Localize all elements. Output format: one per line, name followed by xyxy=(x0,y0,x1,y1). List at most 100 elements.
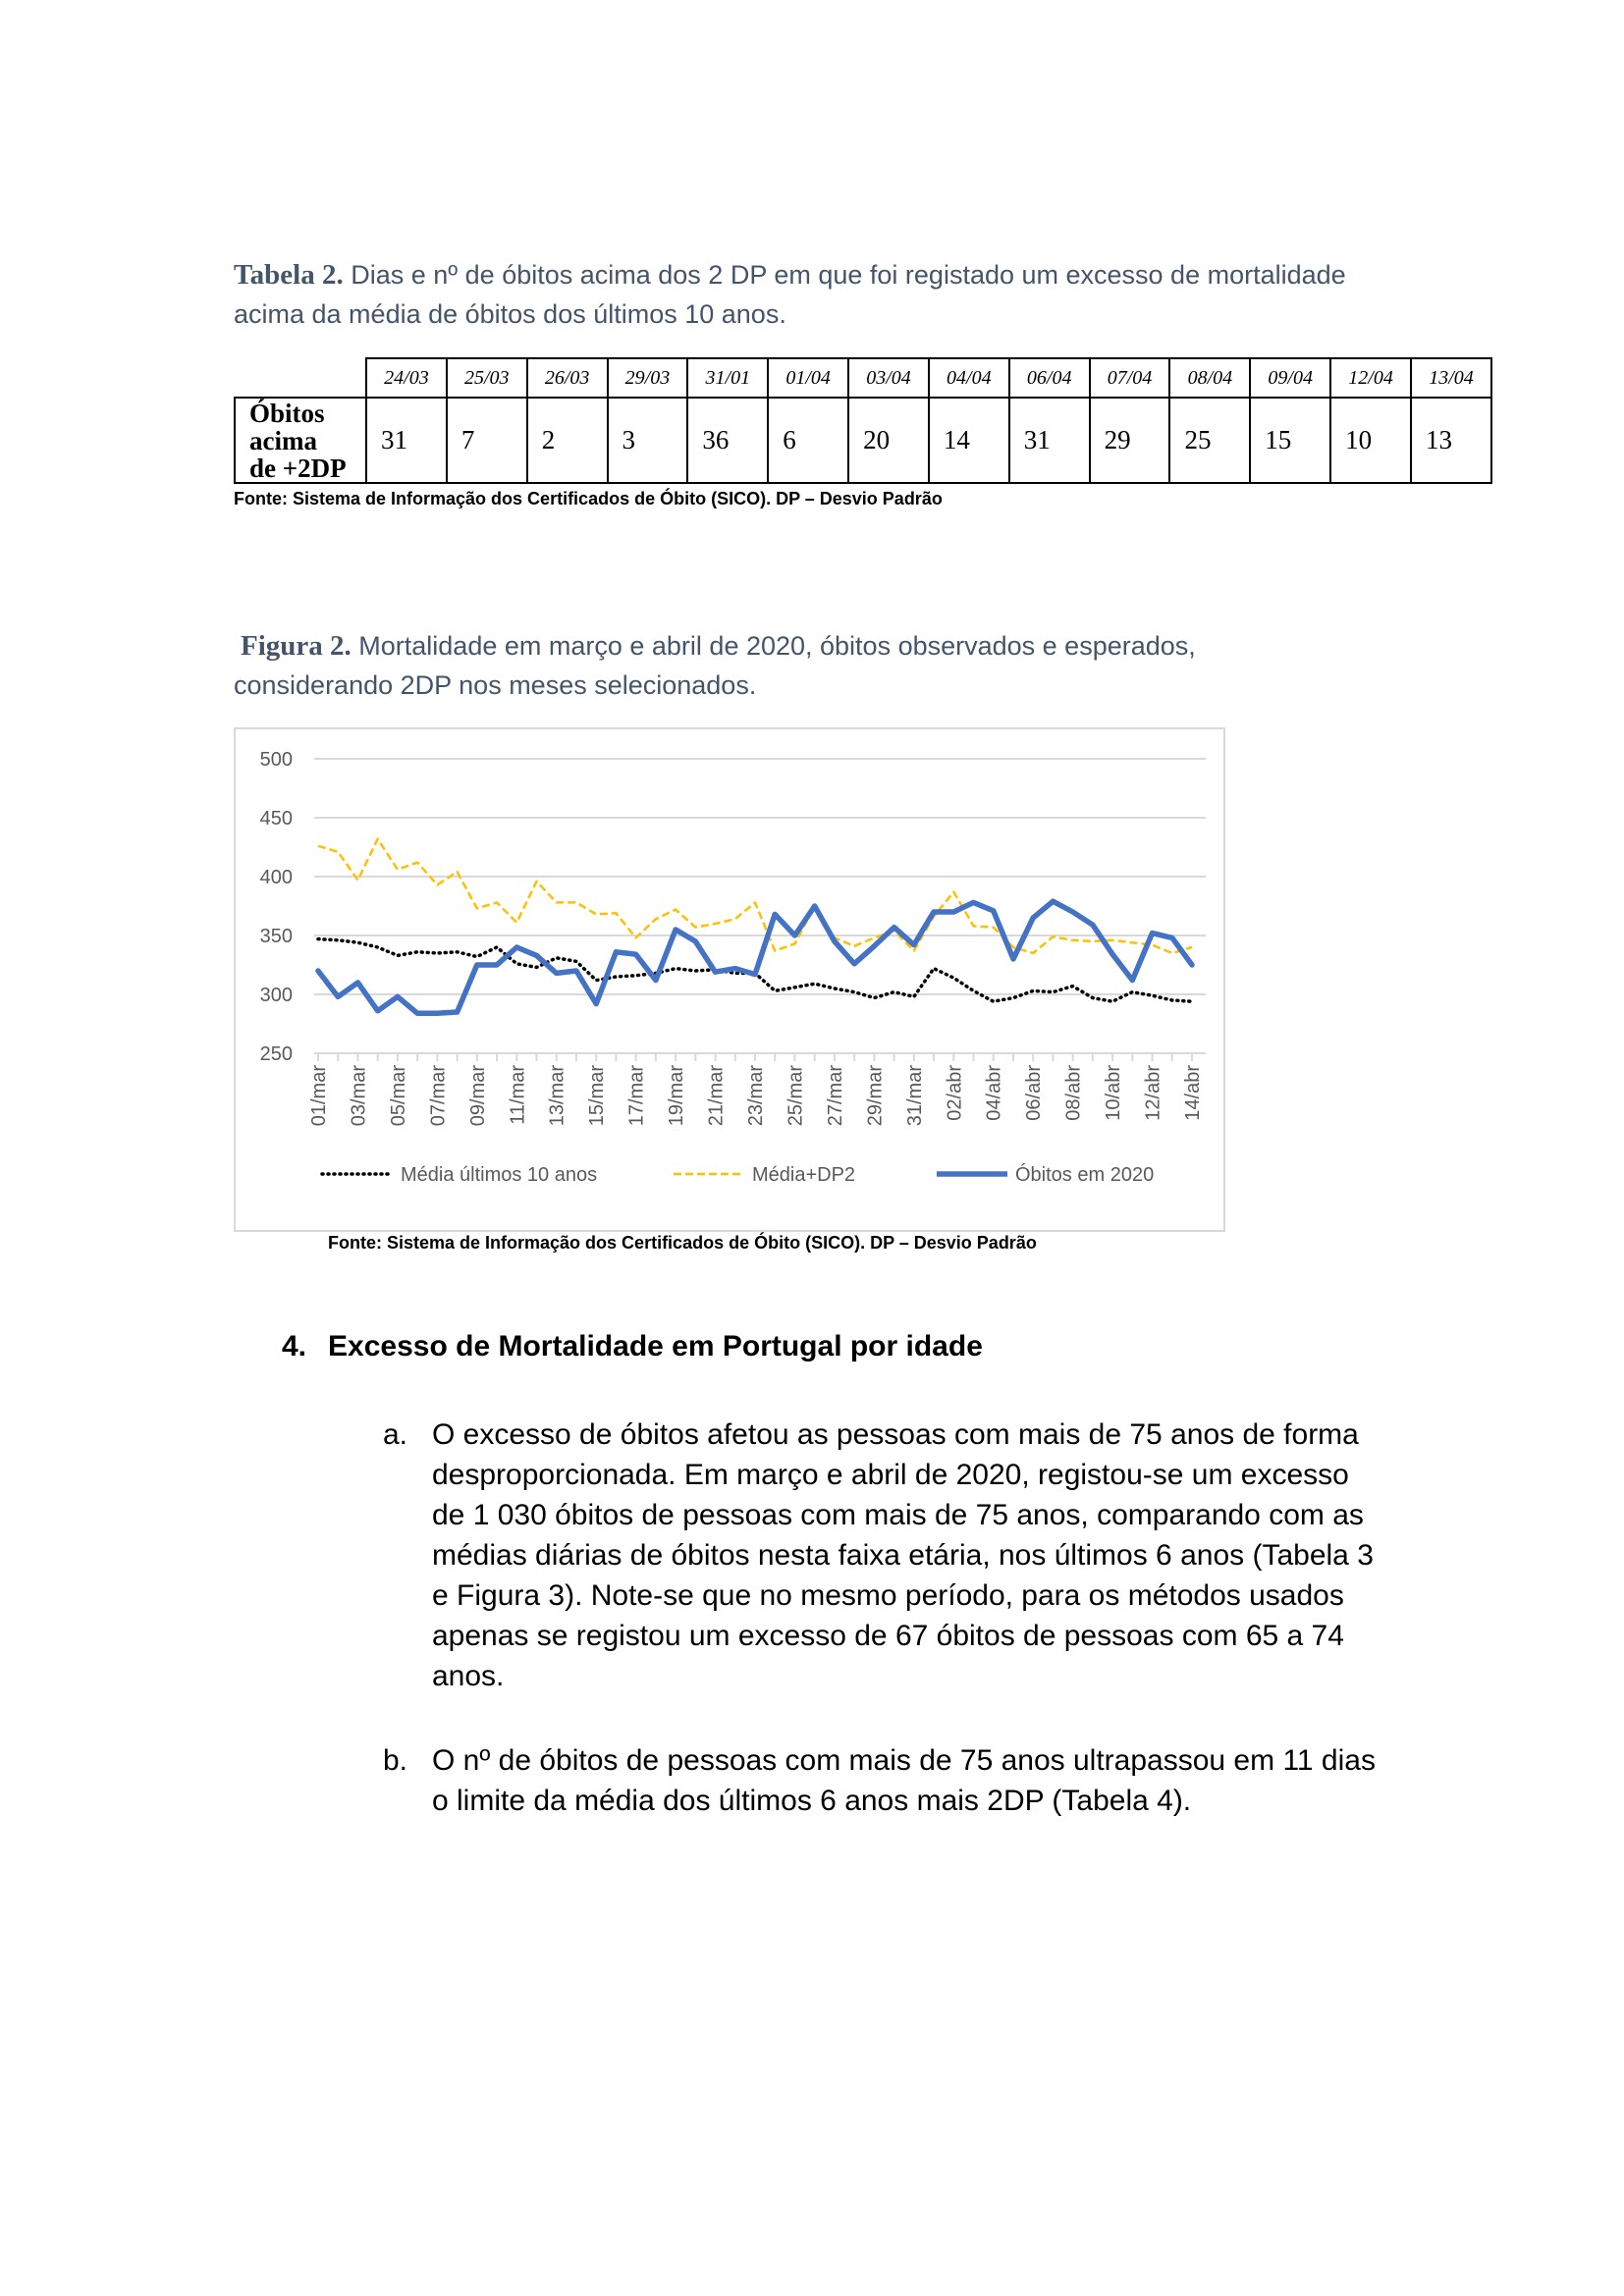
list-item-line: apenas se registou um excesso de 67 óbit… xyxy=(432,1620,1344,1652)
table2-value-cell: 14 xyxy=(927,397,1010,484)
list-item-line: médias diárias de óbitos nesta faixa etá… xyxy=(432,1539,1374,1572)
x-tick-label: 04/abr xyxy=(984,1065,1005,1121)
list-item-marker: b. xyxy=(383,1744,408,1777)
table2-header-row: 24/03 25/03 26/03 29/03 31/01 01/04 03/04 04/04… xyxy=(235,357,1493,399)
list-item-line: anos. xyxy=(432,1660,505,1692)
chart-legend: Média últimos 10 anos Média+DP2 Óbitos em … xyxy=(320,1163,1154,1186)
x-tick-label: 08/abr xyxy=(1063,1065,1085,1121)
table2-value-cell: 13 xyxy=(1409,397,1493,484)
table2-date-cell: 04/04 xyxy=(927,357,1010,399)
table2-date-cell: 06/04 xyxy=(1007,357,1091,399)
list-item-line: de 1 030 óbitos de pessoas com mais de 7… xyxy=(432,1499,1364,1531)
chart-y-axis-ticks: 250 300 350 400 450 500 xyxy=(260,749,293,1065)
table2-date-cell: 12/04 xyxy=(1329,357,1412,399)
table2-row-label-line: Óbitos xyxy=(249,398,325,428)
x-tick-label: 11/mar xyxy=(507,1065,528,1125)
figure2-source: Fonte: Sistema de Informação dos Certifi… xyxy=(328,1233,1037,1253)
list-item-line: O excesso de óbitos afetou as pessoas co… xyxy=(432,1418,1359,1451)
table2-corner-cell xyxy=(235,358,367,399)
table2-value-cell: 6 xyxy=(767,397,850,484)
list-item-text: O nº de óbitos de pessoas com mais de 75… xyxy=(432,1740,1414,1821)
table2-date-cell: 08/04 xyxy=(1168,357,1252,399)
figure2-caption-lead: Figura 2. xyxy=(241,630,352,662)
section-number: 4. xyxy=(282,1330,307,1362)
table2-date-cell: 24/03 xyxy=(365,357,448,399)
x-tick-label: 14/abr xyxy=(1182,1065,1204,1121)
table2-caption: Tabela 2. Dias e nº de óbitos acima dos … xyxy=(234,255,1510,334)
table2-row-label-line: de +2DP xyxy=(249,453,347,483)
table2-value-cell: 36 xyxy=(686,397,770,484)
y-tick-label: 300 xyxy=(260,985,293,1006)
x-tick-label: 06/abr xyxy=(1023,1065,1045,1121)
table2-value-cell: 10 xyxy=(1329,397,1412,484)
x-tick-label: 13/mar xyxy=(547,1065,568,1127)
table2-value-cell: 31 xyxy=(365,397,448,484)
x-tick-label: 07/mar xyxy=(427,1065,449,1127)
figure2-caption-line1: Mortalidade em março e abril de 2020, ób… xyxy=(351,631,1196,661)
x-tick-label: 31/mar xyxy=(904,1065,926,1127)
table2-value-cell: 20 xyxy=(847,397,930,484)
table2-caption-line2: acima da média de óbitos dos últimos 10 … xyxy=(234,299,786,329)
x-tick-label: 23/mar xyxy=(745,1065,767,1127)
table2-value-cell: 25 xyxy=(1168,397,1252,484)
table2-date-cell: 09/04 xyxy=(1249,357,1332,399)
table2-value-cell: 7 xyxy=(445,397,528,484)
table2: 24/03 25/03 26/03 29/03 31/01 01/04 03/04 04/04… xyxy=(234,357,1493,484)
table2-value-cell: 2 xyxy=(525,397,609,484)
table2-value-cell: 15 xyxy=(1249,397,1332,484)
x-tick-label: 25/mar xyxy=(785,1065,806,1127)
table2-date-cell: 31/01 xyxy=(686,357,770,399)
legend-label: Óbitos em 2020 xyxy=(1015,1163,1154,1186)
x-tick-label: 12/abr xyxy=(1143,1065,1164,1121)
list-item-marker: a. xyxy=(383,1418,408,1451)
x-tick-label: 05/mar xyxy=(388,1065,409,1127)
table2-value-row: Óbitos acima de +2DP 31 7 2 3 36 6 20 14 31 29 25 1… xyxy=(234,397,1493,484)
table2-date-cell: 01/04 xyxy=(767,357,850,399)
x-tick-label: 27/mar xyxy=(825,1065,846,1127)
table2-source: Fonte: Sistema de Informação dos Certifi… xyxy=(234,489,943,508)
x-tick-label: 02/abr xyxy=(944,1065,965,1121)
x-tick-label: 01/mar xyxy=(308,1065,330,1127)
x-tick-label: 19/mar xyxy=(666,1065,687,1127)
table2-caption-line1: Dias e nº de óbitos acima dos 2 DP em qu… xyxy=(343,260,1346,290)
table2-date-cell: 29/03 xyxy=(606,357,689,399)
list-item-text: O excesso de óbitos afetou as pessoas co… xyxy=(432,1415,1414,1696)
y-tick-label: 500 xyxy=(260,749,293,771)
x-tick-label: 29/mar xyxy=(864,1065,886,1127)
table2-value-cell: 29 xyxy=(1088,397,1171,484)
chart-x-axis-ticks: 01/mar 03/mar 05/mar 07/mar 09/mar 11/mar 13/m… xyxy=(308,1053,1204,1126)
line-chart: 250 300 350 400 450 500 01/mar 03/mar 05/mar 07/… xyxy=(260,749,1206,1186)
table2-date-cell: 13/04 xyxy=(1409,357,1493,399)
list-item-line: O nº de óbitos de pessoas com mais de 75… xyxy=(432,1744,1376,1777)
list-item-line: o limite da média dos últimos 6 anos mai… xyxy=(432,1785,1192,1817)
legend-label: Média últimos 10 anos xyxy=(401,1164,597,1186)
list-item-line: e Figura 3). Note-se que no mesmo períod… xyxy=(432,1579,1344,1612)
figure2-caption: Figura 2. Mortalidade em março e abril d… xyxy=(234,626,1517,705)
y-tick-label: 250 xyxy=(260,1043,293,1065)
table2-date-cell: 26/03 xyxy=(525,357,609,399)
x-tick-label: 03/mar xyxy=(348,1065,369,1127)
y-tick-label: 350 xyxy=(260,926,293,947)
table2-date-cell: 25/03 xyxy=(445,357,528,399)
y-tick-label: 450 xyxy=(260,808,293,829)
x-tick-label: 10/abr xyxy=(1103,1065,1124,1121)
list-item-line: desproporcionada. Em março e abril de 20… xyxy=(432,1459,1349,1491)
series-line-2 xyxy=(317,837,1193,955)
section-title: Excesso de Mortalidade em Portugal por i… xyxy=(328,1330,983,1362)
legend-label: Média+DP2 xyxy=(752,1164,855,1186)
chart-series xyxy=(315,837,1195,1016)
x-tick-label: 17/mar xyxy=(626,1065,648,1127)
figure2-chart: 250 300 350 400 450 500 01/mar 03/mar 05/mar 07/… xyxy=(234,727,1225,1232)
section-heading: 4. Excesso de Mortalidade em Portugal por… xyxy=(282,1330,983,1363)
table2-row-label-line: acima xyxy=(249,425,317,455)
x-tick-label: 21/mar xyxy=(706,1065,728,1127)
table2-caption-lead: Tabela 2. xyxy=(234,259,344,291)
figure2-caption-line2: considerando 2DP nos meses selecionados. xyxy=(234,670,757,700)
table2-value-cell: 3 xyxy=(606,397,689,484)
table2-value-cell: 31 xyxy=(1007,397,1091,484)
x-tick-label: 15/mar xyxy=(586,1065,608,1127)
table2-date-cell: 03/04 xyxy=(847,357,930,399)
series-line-3 xyxy=(315,898,1195,1016)
chart-gridlines xyxy=(314,758,1206,1054)
table2-row-label: Óbitos acima de +2DP xyxy=(234,397,367,484)
